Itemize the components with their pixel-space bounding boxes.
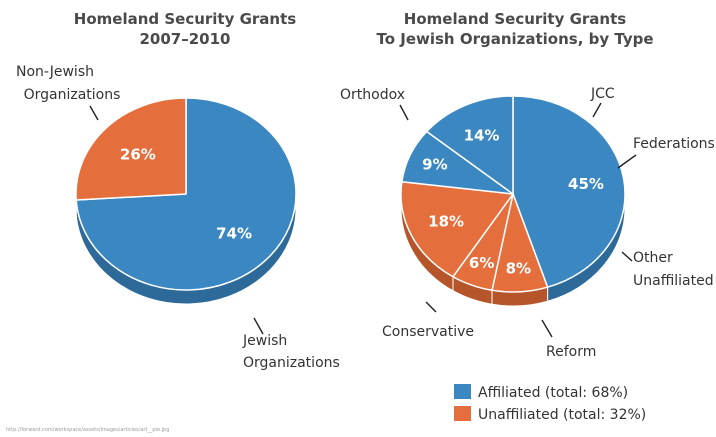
category-label-orthodox: Orthodox (340, 87, 405, 103)
pie-slice-orthodox-chart2 (512, 95, 626, 288)
value-label-non-jewish-organizations-chart1: 26% (120, 146, 156, 164)
value-label-federations-chart2: 6% (469, 254, 494, 272)
category-label-non-jewish-organizations-2: Organizations (24, 87, 121, 103)
category-label-conservative: Conservative (382, 324, 474, 340)
pie-slice-other-unaffiliated-chart2 (400, 180, 514, 278)
value-label-other-unaffiliated-chart2: 18% (428, 213, 464, 231)
pie-slice-non-jewish-organizations-chart1 (75, 97, 187, 201)
category-label-non-jewish-organizations-1: Non-Jewish (16, 64, 94, 80)
right-chart-title-line1: Homeland Security Grants (404, 10, 627, 28)
leader-line-non-jewish (89, 105, 99, 121)
category-label-federations: Federations (633, 136, 715, 152)
left-chart-title-line1: Homeland Security Grants (74, 10, 297, 28)
leader-line-jcc (592, 102, 602, 118)
value-label-jewish-organizations-chart1: 74% (216, 224, 252, 242)
category-label-jewish-organizations-1: Jewish (242, 333, 287, 349)
legend-swatch-unaffiliated (454, 406, 471, 421)
value-label-orthodox-chart2: 45% (568, 175, 604, 193)
leader-line-jewish (253, 317, 264, 335)
category-label-jewish-organizations-2: Organizations (243, 355, 340, 371)
right-pie-chart: 45% 8% 6% 18% 9% 14% (400, 95, 626, 307)
leader-line-federations (617, 154, 637, 169)
leader-line-other-unaffiliated (621, 251, 633, 262)
category-label-reform: Reform (546, 344, 596, 360)
legend-label-unaffiliated: Unaffiliated (total: 32%) (478, 407, 646, 423)
pie-slice-conservative-chart2 (425, 95, 514, 195)
left-pie-chart: 74% 26% (75, 97, 297, 305)
value-label-reform-chart2: 9% (422, 155, 447, 173)
legend-swatch-affiliated (454, 384, 471, 399)
left-chart-title-line2: 2007–2010 (140, 30, 231, 48)
legend: Affiliated (total: 68%) Unaffiliated (to… (454, 384, 646, 423)
leader-line-orthodox (399, 104, 409, 121)
leader-line-reform (541, 319, 553, 338)
leader-line-conservative (425, 301, 437, 313)
value-label-jcc-chart2: 8% (506, 259, 531, 277)
category-label-other-unaffiliated-1: Other (633, 250, 673, 266)
category-label-jcc: JCC (590, 86, 615, 102)
right-chart-title-line2: To Jewish Organizations, by Type (376, 30, 653, 48)
source-url: http://forward.com/workspace/assets/imag… (6, 427, 169, 433)
category-label-other-unaffiliated-2: Unaffiliated (633, 273, 714, 289)
value-label-conservative-chart2: 14% (464, 126, 500, 144)
legend-label-affiliated: Affiliated (total: 68%) (478, 385, 628, 401)
